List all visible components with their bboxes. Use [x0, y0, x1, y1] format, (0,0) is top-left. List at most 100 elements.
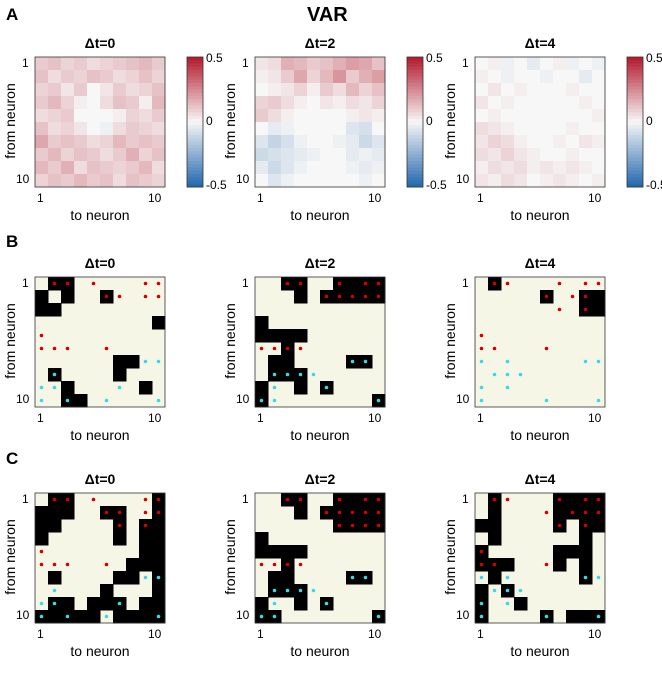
- row-a-col-3-colorbar-step: [627, 161, 643, 165]
- row-c-col-1-active-cell: [152, 597, 166, 611]
- row-a-col-3-cell: [475, 174, 489, 188]
- row-b-col-1-ytick-first: 1: [22, 276, 29, 290]
- row-c-col-2-active-cell: [268, 571, 282, 585]
- row-a-col-3-cell: [514, 96, 528, 110]
- row-c-col-2-red-dot: [324, 510, 329, 515]
- row-a-col-1-cell: [74, 135, 88, 149]
- row-c-col-3-active-cell: [488, 571, 502, 585]
- row-a-col-2-colorbar-tick: 0: [426, 114, 433, 128]
- row-c-col-1-matrix: [34, 492, 166, 624]
- row-a-col-3-colorbar-step: [627, 164, 643, 168]
- row-a-col-3-colorbar: [626, 56, 644, 188]
- row-c-col-3-red-dot: [544, 562, 549, 567]
- row-a-col-1-colorbar-step: [187, 170, 203, 175]
- row-a-col-3-cell: [514, 161, 528, 175]
- row-c-col-3-ytick-last: 10: [456, 608, 470, 622]
- row-a-col-3-cell: [501, 96, 515, 110]
- row-a-col-2-colorbar-step: [407, 115, 423, 120]
- row-a-col-1-cell: [113, 96, 127, 110]
- row-b-col-3-cyan-dot: [479, 398, 484, 403]
- row-a-col-2-cell: [333, 109, 347, 123]
- row-a-col-2-cell: [372, 96, 386, 110]
- row-a-col-2-cell: [294, 83, 308, 97]
- row-a-col-2-colorbar-step: [407, 180, 423, 185]
- row-c-col-3-active-cell: [579, 610, 593, 624]
- row-b-col-1-cyan-dot: [52, 385, 57, 390]
- row-a-col-1-cell: [152, 96, 166, 110]
- row-b-col-1-cyan-dot: [65, 398, 70, 403]
- row-a-col-2-colorbar-step: [407, 161, 423, 165]
- row-a-col-3-cell: [540, 70, 554, 84]
- row-b-col-2-cyan-dot: [376, 398, 381, 403]
- row-a-col-3-xtick-last: 10: [588, 191, 602, 205]
- row-a-col-2-colorbar-step: [407, 154, 423, 159]
- row-a-col-2-colorbar-step: [407, 125, 423, 129]
- row-a-col-1-cell: [100, 83, 114, 97]
- row-a-col-3-cell: [501, 122, 515, 136]
- row-c-col-1-red-dot: [156, 510, 161, 515]
- row-c-col-1-active-cell: [74, 610, 88, 624]
- row-a-col-2-cell: [255, 96, 269, 110]
- row-a-col-1-cell: [139, 135, 153, 149]
- row-a-col-2-frame: [254, 56, 386, 188]
- row-b-col-1-active-cell: [74, 394, 88, 408]
- row-b-col-3-cyan-dot: [596, 359, 601, 364]
- row-a-col-3-colorbar-step: [627, 138, 643, 142]
- row-a-col-3-cell: [592, 70, 606, 84]
- row-c-col-3-red-dot: [583, 497, 588, 502]
- row-b-col-2-cyan-dot: [272, 385, 277, 390]
- row-a-col-2-cell: [346, 174, 360, 188]
- row-c-col-1-xlabel: to neuron: [70, 643, 130, 659]
- row-a-col-3-cell: [592, 148, 606, 162]
- row-c-col-2-cyan-dot: [350, 575, 355, 580]
- row-a-col-1-cell: [152, 148, 166, 162]
- row-a-col-2-cell: [333, 57, 347, 71]
- row-a-col-1-cell: [126, 96, 140, 110]
- row-a-col-1-cell: [113, 135, 127, 149]
- row-a-col-2-cell: [359, 148, 373, 162]
- row-a-col-1-xlabel: to neuron: [70, 207, 130, 223]
- row-a-col-1-cell: [61, 70, 75, 84]
- row-c-col-3-active-cell: [553, 545, 567, 559]
- row-a-col-2-colorbar-step: [407, 170, 423, 175]
- row-a-col-2-cell: [255, 57, 269, 71]
- row-a-col-3-colorbar-step: [627, 118, 643, 123]
- row-a-col-3-cell: [514, 57, 528, 71]
- row-c-col-3-cyan-dot: [492, 588, 497, 593]
- row-a-col-3-cell: [553, 96, 567, 110]
- row-a-col-2-cell: [268, 174, 282, 188]
- row-a-col-2-cell: [307, 70, 321, 84]
- row-b-col-3-cyan-dot: [596, 398, 601, 403]
- row-a-col-3-cell: [488, 96, 502, 110]
- row-a-col-1-colorbar-step: [187, 174, 203, 178]
- row-a-col-1-cell: [48, 70, 62, 84]
- row-c-col-3-active-cell: [592, 519, 606, 533]
- row-c-col-1-red-dot: [65, 497, 70, 502]
- row-c-col-3-active-cell: [501, 558, 515, 572]
- row-a-col-2-title: Δt=2: [304, 35, 336, 51]
- row-a-col-2-cell: [372, 135, 386, 149]
- row-c-col-1-xtick-last: 10: [148, 627, 162, 641]
- row-a-col-1-colorbar-step: [187, 135, 203, 139]
- row-b-col-2-cyan-dot: [272, 398, 277, 403]
- row-a-col-3-cell: [501, 135, 515, 149]
- row-c-col-2-red-dot: [337, 523, 342, 528]
- row-a-col-2-cell: [346, 122, 360, 136]
- row-a-col-3-xtick-first: 1: [477, 191, 484, 205]
- row-a-col-3-matrix: [474, 56, 606, 188]
- row-b-col-3-cyan-dot: [583, 359, 588, 364]
- row-a-col-3-cell: [553, 57, 567, 71]
- row-a-col-3-cell: [540, 96, 554, 110]
- row-c-col-1-red-dot: [39, 549, 44, 554]
- row-c-col-1-active-cell: [126, 558, 140, 572]
- row-a-col-1-colorbar-step: [187, 180, 203, 185]
- row-a-col-3-cell: [566, 109, 580, 123]
- row-a-col-2-cell: [333, 174, 347, 188]
- row-b-col-2-active-cell: [281, 329, 295, 343]
- row-a-col-1-cell: [87, 122, 101, 136]
- row-a-col-2-cell: [320, 148, 334, 162]
- row-a-col-3-cell: [527, 148, 541, 162]
- row-a-col-1-cell: [126, 161, 140, 175]
- row-a-col-2-cell: [346, 148, 360, 162]
- row-a-col-1-colorbar-step: [187, 148, 203, 152]
